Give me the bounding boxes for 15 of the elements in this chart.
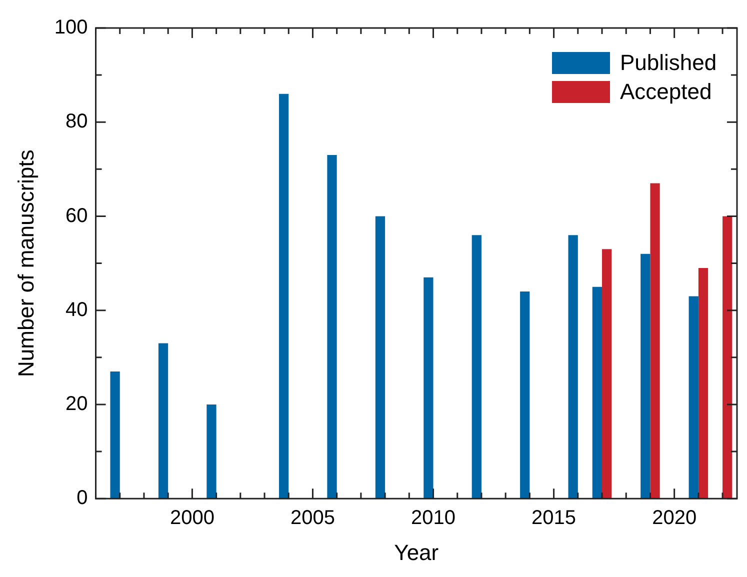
x-axis-title: Year [394, 540, 439, 565]
y-tick-label: 40 [66, 298, 88, 321]
y-tick-label: 60 [66, 204, 88, 227]
x-tick-label: 2005 [290, 507, 335, 530]
y-tick-label: 20 [66, 392, 88, 415]
y-tick-label: 100 [54, 16, 88, 39]
legend-label: Published [620, 50, 717, 76]
x-tick-label: 2010 [411, 507, 456, 530]
x-tick-label: 2000 [170, 507, 214, 530]
y-tick-label: 0 [76, 487, 88, 510]
x-tick-label: 2020 [652, 507, 697, 530]
x-tick-label: 2015 [532, 507, 576, 530]
legend-label: Accepted [620, 78, 712, 104]
y-tick-label: 80 [66, 110, 88, 133]
y-axis-title: Number of manuscripts [13, 150, 38, 378]
